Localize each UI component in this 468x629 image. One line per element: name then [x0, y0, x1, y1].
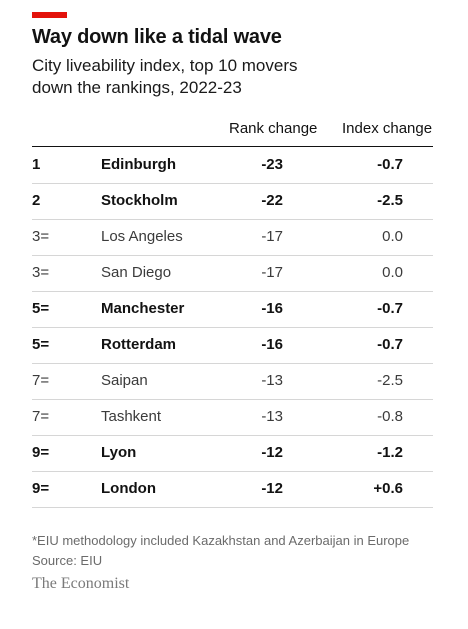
table-row: 5= Manchester -16 -0.7 [32, 291, 433, 327]
row-divider [32, 255, 433, 256]
city-name: Lyon [101, 444, 137, 461]
index-change-value: 0.0 [382, 264, 403, 281]
city-name: Rotterdam [101, 336, 177, 353]
city-name: Tashkent [101, 408, 162, 425]
table-row: 3= Los Angeles -17 0.0 [32, 219, 433, 255]
rank-position: 2 [32, 192, 41, 209]
table-row: 9= Lyon -12 -1.2 [32, 435, 433, 471]
column-header-rank-change: Rank change [229, 120, 318, 137]
row-divider [32, 471, 433, 472]
subtitle-line-1: City liveability index, top 10 movers [32, 56, 298, 75]
rank-position: 3= [32, 264, 50, 281]
index-change-value: +0.6 [373, 480, 403, 497]
rank-change-value: -23 [261, 156, 283, 173]
rank-change-value: -12 [261, 480, 283, 497]
rank-change-value: -12 [261, 444, 283, 461]
footnote: *EIU methodology included Kazakhstan and… [32, 531, 409, 571]
index-change-value: -2.5 [377, 372, 403, 389]
table-row: 7= Saipan -13 -2.5 [32, 363, 433, 399]
brand-logo: The Economist [32, 575, 130, 592]
footnote-note: *EIU methodology included Kazakhstan and… [32, 533, 410, 548]
rank-position: 7= [32, 372, 50, 389]
row-divider [32, 219, 433, 220]
table-row: 2 Stockholm -22 -2.5 [32, 183, 433, 219]
row-divider [32, 507, 433, 508]
row-divider [32, 291, 433, 292]
rank-position: 9= [32, 444, 50, 461]
city-name: San Diego [101, 264, 172, 281]
city-name: Manchester [101, 300, 185, 317]
rank-position: 5= [32, 300, 50, 317]
subtitle-line-2: down the rankings, 2022-23 [32, 78, 242, 97]
city-name: London [101, 480, 156, 497]
rank-position: 9= [32, 480, 50, 497]
index-change-value: -0.8 [377, 408, 403, 425]
table-row: 5= Rotterdam -16 -0.7 [32, 327, 433, 363]
index-change-value: -0.7 [377, 156, 403, 173]
rank-position: 1 [32, 156, 41, 173]
rank-change-value: -16 [261, 300, 283, 317]
table-row: 9= London -12 +0.6 [32, 471, 433, 507]
row-divider [32, 399, 433, 400]
index-change-value: -2.5 [377, 192, 403, 209]
table-row: 1 Edinburgh -23 -0.7 [32, 147, 433, 183]
row-divider [32, 363, 433, 364]
index-change-value: 0.0 [382, 228, 403, 245]
rank-change-value: -17 [261, 264, 283, 281]
row-divider [32, 435, 433, 436]
chart-title: Way down like a tidal wave [32, 26, 282, 48]
table-row: 7= Tashkent -13 -0.8 [32, 399, 433, 435]
rank-position: 5= [32, 336, 50, 353]
footnote-source: Source: EIU [32, 553, 103, 568]
row-divider [32, 327, 433, 328]
city-name: Stockholm [101, 192, 178, 209]
row-divider [32, 183, 433, 184]
city-name: Los Angeles [101, 228, 183, 245]
rank-position: 3= [32, 228, 50, 245]
city-name: Saipan [101, 372, 148, 389]
table-row: 3= San Diego -17 0.0 [32, 255, 433, 291]
city-name: Edinburgh [101, 156, 176, 173]
index-change-value: -0.7 [377, 336, 403, 353]
rank-change-value: -13 [261, 408, 283, 425]
index-change-value: -1.2 [377, 444, 403, 461]
index-change-value: -0.7 [377, 300, 403, 317]
rank-change-value: -17 [261, 228, 283, 245]
chart-subtitle: City liveability index, top 10 movers do… [32, 55, 298, 99]
header-rule [32, 146, 433, 147]
rank-position: 7= [32, 408, 50, 425]
rank-change-value: -13 [261, 372, 283, 389]
rank-change-value: -16 [261, 336, 283, 353]
rank-change-value: -22 [261, 192, 283, 209]
column-header-index-change: Index change [342, 120, 433, 137]
accent-bar [32, 12, 67, 18]
